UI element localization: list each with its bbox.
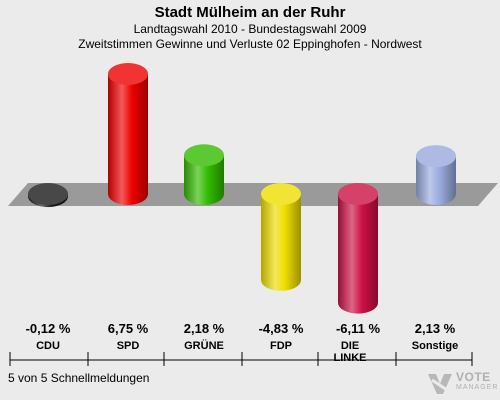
bar-fdp — [261, 183, 301, 291]
category-label-linke: DIE LINKE — [333, 340, 367, 364]
value-label-sonstige: 2,13 % — [414, 321, 456, 336]
logo-wordmark: VOTE — [456, 370, 491, 384]
chart-subtitle-district: Zweitstimmen Gewinne und Verluste 02 Epp… — [78, 37, 422, 51]
value-label-gruene: 2,18 % — [183, 321, 225, 336]
bar-spd — [108, 62, 148, 205]
chart-title: Stadt Mülheim an der Ruhr — [154, 4, 346, 21]
value-label-cdu: -0,12 % — [25, 321, 71, 336]
value-label-spd: 6,75 % — [107, 321, 149, 336]
reporting-status: 5 von 5 Schnellmeldungen — [8, 371, 150, 385]
category-label-spd: SPD — [116, 340, 140, 352]
bar-die-linke — [338, 183, 378, 314]
chart-subtitle-elections: Landtagswahl 2010 - Bundestagswahl 2009 — [133, 22, 367, 36]
bar-sonstige — [416, 145, 456, 205]
value-label-fdp: -4,83 % — [258, 321, 304, 336]
vote-manager-logo — [428, 374, 452, 394]
category-label-sonstige: Sonstige — [411, 340, 459, 352]
logo-wordmark-sub: MANAGER — [456, 384, 499, 391]
bar-gr-ne — [184, 144, 224, 205]
value-label-linke: -6,11 % — [335, 321, 381, 336]
bar-cdu — [28, 183, 68, 208]
category-label-fdp: FDP — [270, 340, 292, 352]
category-label-cdu: CDU — [36, 340, 60, 352]
category-label-gruene: GRÜNE — [184, 340, 224, 352]
